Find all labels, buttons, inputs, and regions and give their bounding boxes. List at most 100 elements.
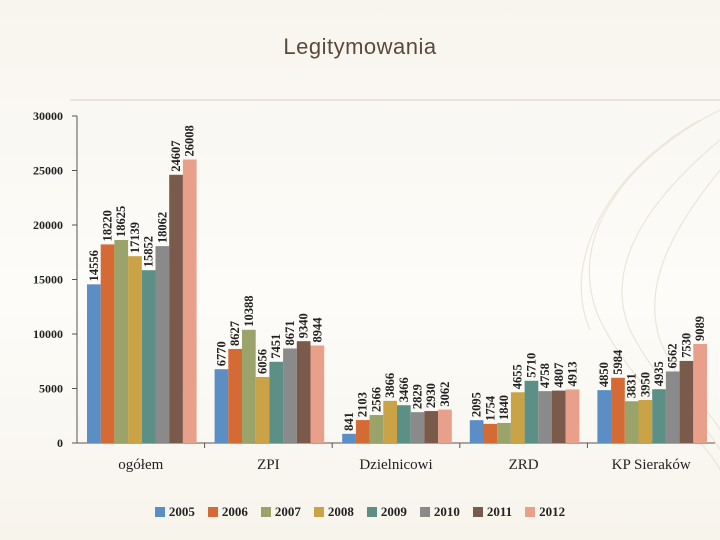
bar-value-label: 3831 — [625, 373, 639, 398]
bar-2008-0 — [128, 256, 142, 443]
bar-2007-2 — [369, 415, 384, 443]
legend-swatch — [472, 507, 483, 517]
bar-2006-4 — [611, 377, 625, 443]
legend-label: 2007 — [274, 504, 301, 519]
bar-value-label: 8671 — [283, 320, 297, 345]
legend-swatch — [419, 507, 430, 517]
bar-2007-1 — [242, 329, 256, 443]
bar-2010-1 — [283, 348, 297, 443]
bar-2010-0 — [155, 246, 170, 443]
bar-2010-3 — [538, 391, 552, 443]
legend-item-2006: 2006 — [207, 504, 248, 520]
legend-item-2010: 2010 — [419, 504, 460, 520]
legend-swatch — [313, 507, 324, 517]
legend-label: 2011 — [486, 504, 513, 519]
bar-2012-1 — [310, 345, 325, 443]
bar-2012-4 — [693, 343, 707, 443]
bar-2005-3 — [469, 420, 484, 443]
bar-2007-4 — [624, 401, 639, 443]
bar-value-label: 15852 — [142, 236, 156, 267]
bar-2009-0 — [141, 270, 156, 443]
bar-value-label: 1754 — [483, 395, 497, 421]
bar-value-label: 8944 — [310, 317, 324, 343]
bar-2009-2 — [397, 405, 411, 443]
bar-2006-1 — [228, 348, 242, 443]
slide-title: Legitymowania — [283, 34, 437, 59]
bar-2009-4 — [652, 389, 666, 443]
bar-value-label: 2930 — [424, 383, 438, 408]
bar-value-label: 18625 — [114, 206, 128, 237]
x-category-label: ZPI — [257, 457, 280, 473]
bar-value-label: 9340 — [297, 313, 311, 338]
legend-item-2007: 2007 — [260, 504, 301, 520]
y-tick-label: 5000 — [39, 382, 63, 396]
bar-2011-0 — [169, 174, 183, 444]
y-tick-label: 10000 — [33, 327, 63, 341]
bar-value-label: 18220 — [101, 210, 115, 241]
bar-2008-3 — [510, 392, 525, 443]
bar-value-label: 3062 — [438, 382, 452, 407]
bar-2011-2 — [424, 411, 439, 443]
bar-2005-0 — [87, 284, 101, 443]
bar-2005-1 — [214, 369, 229, 443]
bar-2008-1 — [255, 376, 270, 443]
bar-2011-1 — [296, 341, 311, 443]
bar-2010-4 — [665, 371, 680, 443]
bar-value-label: 2103 — [356, 392, 370, 417]
bar-value-label: 4935 — [652, 361, 666, 386]
bar-value-label: 24607 — [169, 141, 183, 172]
bar-value-label: 17139 — [128, 222, 142, 253]
legend-label: 2005 — [168, 504, 195, 519]
chart-legend: 2005 2006 2007 2008 2009 2010 2011 2012 — [0, 504, 720, 520]
y-tick-label: 0 — [57, 436, 63, 450]
legend-swatch — [260, 507, 271, 517]
legend-label: 2010 — [433, 504, 460, 519]
bar-value-label: 2566 — [369, 387, 383, 412]
legend-swatch — [366, 507, 377, 517]
x-category-label: ZRD — [509, 457, 539, 473]
legend-label: 2012 — [539, 504, 566, 519]
bar-value-label: 3950 — [638, 372, 652, 397]
bar-2011-4 — [679, 360, 694, 443]
bar-value-label: 4758 — [538, 363, 552, 388]
bar-value-label: 6056 — [256, 349, 270, 374]
x-category-label: ogółem — [118, 457, 163, 473]
legend-item-2011: 2011 — [472, 504, 513, 520]
bar-value-label: 26008 — [183, 125, 197, 156]
bar-2009-3 — [524, 380, 539, 443]
bar-2005-2 — [342, 433, 356, 443]
bar-value-label: 14556 — [87, 250, 101, 281]
legend-label: 2009 — [380, 504, 407, 519]
bar-2005-4 — [597, 390, 612, 443]
bar-value-label: 3466 — [397, 377, 411, 402]
bar-value-label: 2095 — [470, 392, 484, 417]
bar-value-label: 2829 — [411, 384, 425, 409]
bar-2007-0 — [114, 239, 129, 443]
bar-value-label: 8627 — [228, 321, 242, 346]
bar-2008-4 — [638, 399, 653, 443]
bar-2007-3 — [497, 422, 511, 443]
bar-value-label: 9089 — [693, 316, 707, 341]
y-tick-label: 15000 — [33, 273, 63, 287]
legend-swatch — [525, 507, 536, 517]
bar-value-label: 3866 — [383, 373, 397, 398]
bar-2010-2 — [410, 412, 425, 443]
bar-2012-0 — [182, 159, 197, 443]
bar-2009-1 — [269, 361, 284, 443]
bar-value-label: 7530 — [679, 333, 693, 358]
bar-value-label: 4913 — [566, 361, 580, 386]
bar-value-label: 4655 — [511, 364, 525, 389]
legend-item-2005: 2005 — [154, 504, 195, 520]
bar-2006-3 — [483, 423, 498, 443]
bar-2012-3 — [565, 389, 580, 443]
bar-value-label: 4850 — [597, 362, 611, 387]
bar-value-label: 6770 — [214, 341, 228, 366]
legend-item-2012: 2012 — [525, 504, 565, 520]
bar-2006-2 — [355, 420, 370, 443]
y-tick-label: 20000 — [33, 218, 63, 232]
bar-value-label: 5984 — [611, 349, 625, 375]
legend-swatch — [154, 507, 165, 517]
legend-item-2009: 2009 — [366, 504, 407, 520]
legend-label: 2008 — [327, 504, 354, 519]
